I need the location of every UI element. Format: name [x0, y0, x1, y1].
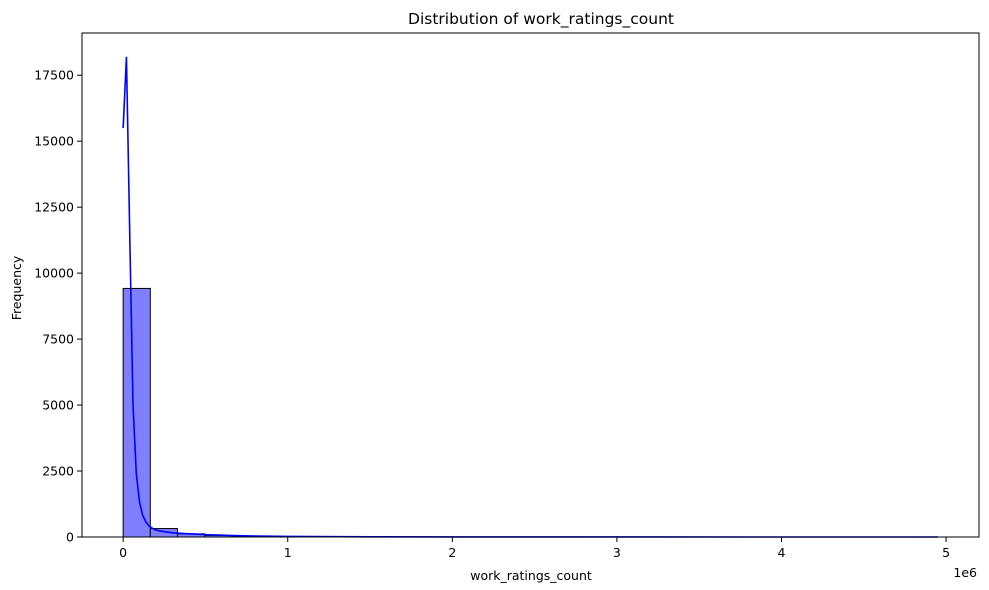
y-tick-label: 2500 [42, 464, 74, 479]
x-tick-label: 1 [284, 545, 292, 560]
x-axis-label: work_ratings_count [470, 568, 592, 583]
y-tick-label: 7500 [42, 332, 74, 347]
x-offset-label: 1e6 [953, 565, 977, 580]
y-tick-label: 17500 [34, 68, 74, 83]
x-axis: 0 1 2 3 4 5 [119, 537, 950, 560]
plot-frame [81, 32, 980, 538]
histogram-bars [122, 287, 939, 538]
y-axis: 0 2500 5000 7500 10000 12500 15000 17500 [34, 68, 82, 545]
y-tick-label: 12500 [34, 200, 74, 215]
y-tick-label: 10000 [34, 266, 74, 281]
y-axis-label: Frequency [9, 255, 24, 320]
chart-title: Distribution of work_ratings_count [408, 10, 674, 29]
x-tick-label: 4 [778, 545, 786, 560]
y-tick-label: 0 [66, 530, 74, 545]
kde-line [122, 56, 938, 538]
y-tick-label: 15000 [34, 134, 74, 149]
x-tick-label: 5 [942, 545, 950, 560]
histogram-bar [122, 287, 151, 538]
x-tick-label: 3 [613, 545, 621, 560]
y-tick-label: 5000 [42, 398, 74, 413]
x-tick-label: 0 [119, 545, 127, 560]
x-tick-label: 2 [448, 545, 456, 560]
